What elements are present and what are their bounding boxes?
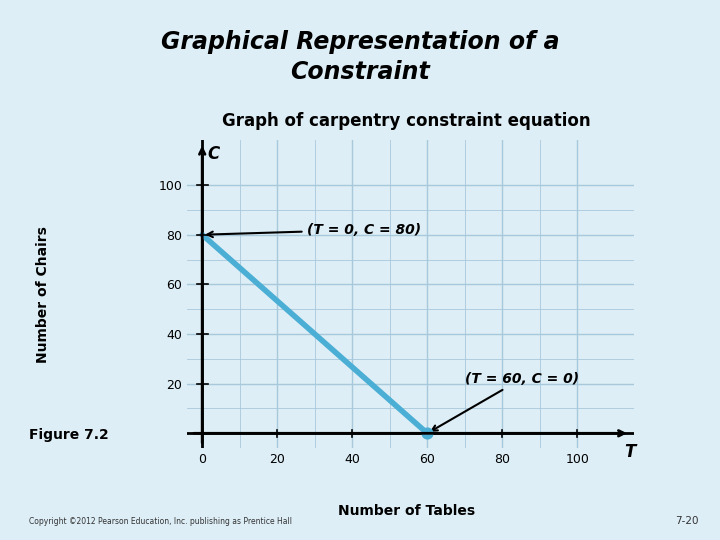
Text: T: T	[624, 443, 636, 461]
Point	[421, 429, 433, 437]
Text: Copyright ©2012 Pearson Education, Inc. publishing as Prentice Hall: Copyright ©2012 Pearson Education, Inc. …	[29, 517, 292, 526]
Text: (T = 60, C = 0): (T = 60, C = 0)	[432, 372, 579, 431]
Text: (T = 0, C = 80): (T = 0, C = 80)	[207, 223, 421, 237]
Text: Figure 7.2: Figure 7.2	[29, 428, 109, 442]
Text: Graphical Representation of a
Constraint: Graphical Representation of a Constraint	[161, 30, 559, 84]
Text: 7-20: 7-20	[675, 516, 698, 526]
Text: Number of Chairs: Number of Chairs	[36, 226, 50, 363]
Text: Number of Tables: Number of Tables	[338, 504, 475, 518]
Text: C: C	[208, 145, 220, 164]
Text: Graph of carpentry constraint equation: Graph of carpentry constraint equation	[222, 112, 591, 130]
